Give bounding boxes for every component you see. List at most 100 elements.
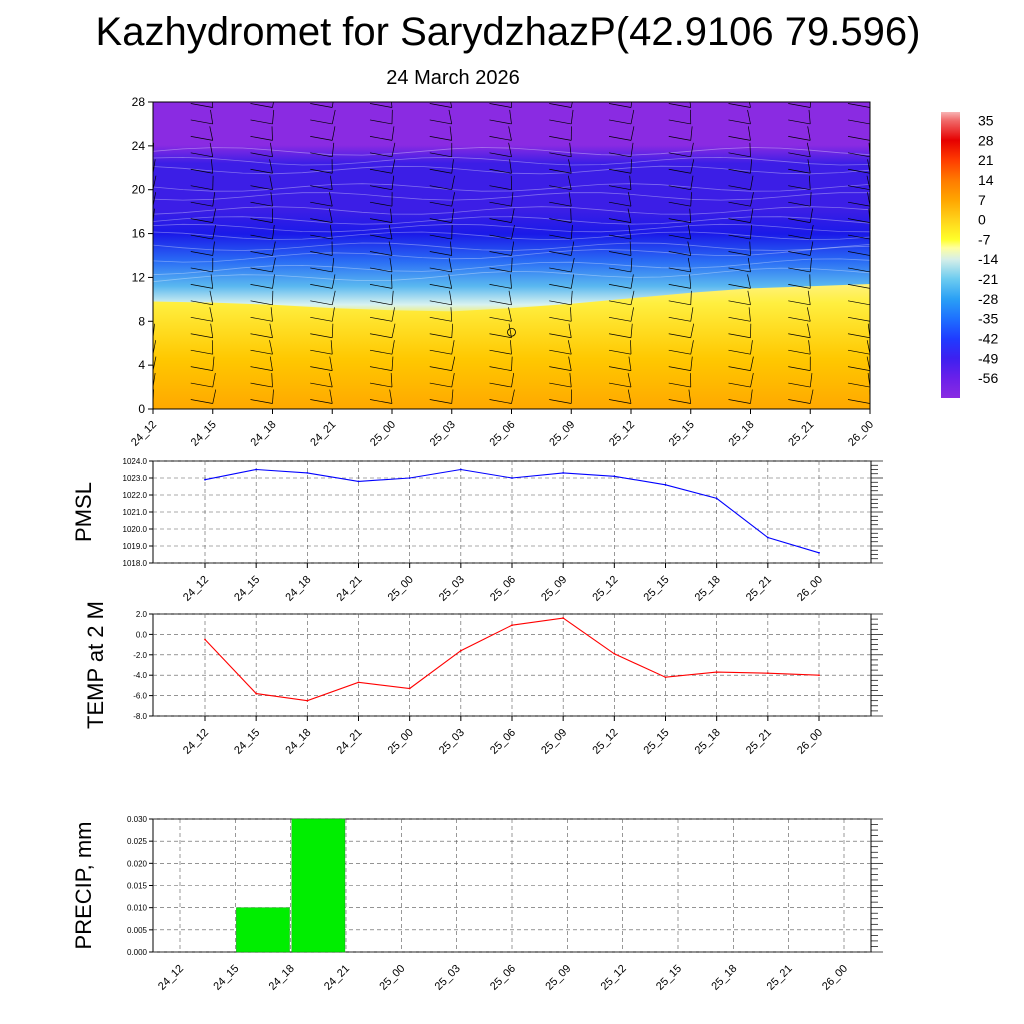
wind-barb-flag xyxy=(310,267,333,273)
wind-barb-staff xyxy=(749,241,751,256)
wind-barb-flag xyxy=(668,218,691,223)
wind-barb-flag xyxy=(489,218,512,223)
wind-barb-staff xyxy=(807,323,811,338)
wind-barb-flag xyxy=(429,316,452,322)
calm-wind-circle xyxy=(507,327,516,337)
wind-barb-staff xyxy=(630,323,633,338)
pmsl-x-tick-label: 25_06 xyxy=(488,574,518,604)
wind-barb-flag xyxy=(190,168,213,174)
wind-barb-staff xyxy=(388,224,393,240)
colorbar-label: -35 xyxy=(978,311,998,327)
wind-barb-staff xyxy=(272,102,274,108)
wind-barb-flag xyxy=(369,382,393,388)
wind-barb-staff xyxy=(567,340,572,355)
wind-barb-staff xyxy=(689,102,692,108)
wind-barb-staff xyxy=(627,389,632,404)
wind-barb-flag xyxy=(369,333,393,339)
wind-barb-staff xyxy=(510,340,512,355)
wind-barb-staff xyxy=(272,241,276,256)
wind-barb-flag xyxy=(153,288,154,289)
wind-barb-staff xyxy=(391,323,396,338)
wind-barb-staff xyxy=(210,323,214,338)
heatmap-x-tick-label: 25_09 xyxy=(547,419,577,449)
wind-barb-staff xyxy=(569,142,572,157)
wind-barb-staff xyxy=(331,126,336,141)
wind-barb-flag xyxy=(549,152,572,158)
precip-y-tick-label: 0.030 xyxy=(127,815,148,824)
precip-y-tick-label: 0.010 xyxy=(127,904,148,913)
wind-barb-flag xyxy=(549,119,572,125)
wind-barb-flag xyxy=(608,185,632,191)
precip-x-tick-label: 25_15 xyxy=(654,963,684,993)
wind-barb-staff xyxy=(809,257,812,272)
heatmap-y-tick-label: 4 xyxy=(138,358,145,372)
wind-barb-flag xyxy=(847,185,870,191)
wind-barb-staff xyxy=(331,257,335,272)
wind-barb-staff xyxy=(451,340,455,355)
wind-barb-flag xyxy=(608,300,632,306)
pmsl-y-tick-label: 1021.0 xyxy=(123,508,148,517)
wind-barb-staff xyxy=(570,274,575,289)
wind-barb-staff xyxy=(331,307,335,322)
wind-barb-flag xyxy=(489,366,512,371)
wind-barb-staff xyxy=(508,290,512,305)
wind-barb-staff xyxy=(450,241,453,256)
wind-barb-staff xyxy=(688,389,692,404)
pmsl-point xyxy=(204,478,206,481)
wind-barb-staff xyxy=(272,225,275,240)
temp-x-tick-label: 25_03 xyxy=(437,727,467,757)
wind-barb-flag xyxy=(788,284,811,289)
wind-barb-flag xyxy=(788,382,811,388)
wind-barb-flag xyxy=(728,218,751,223)
wind-barb-staff xyxy=(329,192,333,207)
pmsl-point xyxy=(357,480,360,483)
wind-barb-flag xyxy=(847,349,870,355)
wind-barb-flag xyxy=(190,349,213,355)
wind-barb-staff xyxy=(568,159,572,174)
wind-barb-flag xyxy=(489,349,512,355)
pmsl-x-tick-label: 25_18 xyxy=(693,574,723,604)
wind-barb-staff xyxy=(331,142,335,157)
wind-barb-staff xyxy=(391,142,396,157)
wind-barb-flag xyxy=(608,201,632,207)
wind-barb-flag xyxy=(190,366,213,371)
wind-barb-flag xyxy=(310,119,333,125)
wind-barb-staff xyxy=(391,307,395,322)
wind-barb-flag xyxy=(369,218,393,223)
wind-barb-flag xyxy=(190,201,213,207)
wind-barb-flag xyxy=(847,201,870,207)
temp-point xyxy=(664,676,667,679)
wind-barb-flag xyxy=(788,185,811,191)
heatmap-x-tick-label: 24_15 xyxy=(189,419,219,449)
wind-barb-staff xyxy=(448,109,453,124)
pmsl-x-tick-label: 25_12 xyxy=(590,574,620,604)
wind-barb-flag xyxy=(429,366,452,371)
wind-barb-flag xyxy=(190,234,213,240)
wind-barb-flag xyxy=(788,234,811,240)
wind-barb-flag xyxy=(190,152,213,158)
heatmap-y-tick-label: 24 xyxy=(132,139,146,153)
wind-barb-flag xyxy=(847,168,870,174)
precip-x-tick-label: 24_18 xyxy=(267,963,297,993)
wind-barb-flag xyxy=(153,304,154,305)
wind-barb-staff xyxy=(209,142,214,157)
temp-point xyxy=(613,652,616,655)
wind-barb-staff xyxy=(449,126,453,141)
wind-barb-staff xyxy=(687,257,692,273)
wind-barb-flag xyxy=(549,218,572,223)
wind-barb-staff xyxy=(690,307,694,322)
wind-barb-flag xyxy=(250,399,273,404)
wind-barb-staff xyxy=(391,356,394,371)
wind-barb-staff xyxy=(747,126,751,141)
wind-barb-staff xyxy=(388,241,393,256)
precip-y-tick-label: 0.005 xyxy=(127,926,148,935)
wind-barb-flag xyxy=(608,234,632,240)
precip-x-tick-label: 24_12 xyxy=(156,963,186,993)
pmsl-point xyxy=(306,472,309,474)
wind-barb-staff xyxy=(690,126,693,141)
wind-barb-flag xyxy=(728,234,751,240)
wind-barb-flag xyxy=(489,333,512,339)
wind-barb-flag xyxy=(728,300,751,306)
wind-barb-flag xyxy=(369,103,393,108)
wind-barb-staff xyxy=(510,274,512,289)
